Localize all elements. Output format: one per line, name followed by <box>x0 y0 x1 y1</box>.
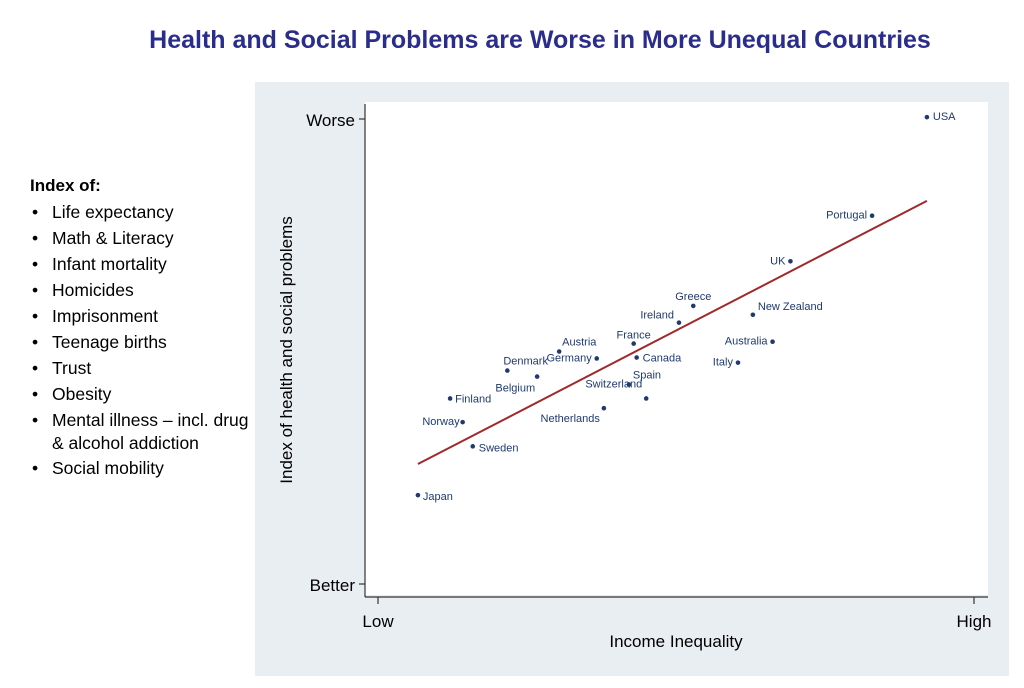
data-point-austria <box>556 349 562 354</box>
legend-item-homicides: Homicides <box>30 277 260 303</box>
y-tick-label-better: Better <box>310 576 356 595</box>
point-label-austria: Austria <box>562 337 597 349</box>
point-label-australia: Australia <box>725 336 769 348</box>
legend-item-mental-illness: Mental illness – incl. drug & alcohol ad… <box>30 407 260 455</box>
legend-item-teenage-births: Teenage births <box>30 329 260 355</box>
legend-list: Life expectancy Math & Literacy Infant m… <box>30 199 260 481</box>
data-point-usa <box>924 114 930 120</box>
legend-item-life-expectancy: Life expectancy <box>30 199 260 225</box>
data-point-norway <box>460 419 465 425</box>
x-axis-title: Income Inequality <box>609 632 743 651</box>
point-label-ireland: Ireland <box>640 310 674 322</box>
data-point-netherlands <box>601 405 607 411</box>
trendline-group <box>417 199 928 465</box>
point-label-denmark: Denmark <box>503 356 548 368</box>
point-label-norway: Norway <box>422 416 460 428</box>
legend-item-math-literacy: Math & Literacy <box>30 225 260 251</box>
data-point-japan <box>415 492 421 498</box>
y-tick-label-worse: Worse <box>306 111 355 130</box>
point-label-canada: Canada <box>643 353 682 365</box>
point-label-switzerland: Switzerland <box>585 378 642 390</box>
data-point-new-zealand <box>750 312 756 318</box>
point-label-japan: Japan <box>423 491 453 503</box>
point-label-uk: UK <box>770 255 786 267</box>
trendline <box>417 199 928 465</box>
chart-title: Health and Social Problems are Worse in … <box>149 26 931 54</box>
plot-area <box>365 102 988 595</box>
point-label-new-zealand: New Zealand <box>758 301 823 313</box>
legend-item-social-mobility: Social mobility <box>30 455 260 481</box>
data-point-spain <box>626 382 632 387</box>
point-label-portugal: Portugal <box>826 210 867 222</box>
legend-item-trust: Trust <box>30 355 260 381</box>
point-label-germany: Germany <box>546 352 592 364</box>
data-point-australia <box>770 339 775 345</box>
legend-item-imprisonment: Imprisonment <box>30 303 260 329</box>
point-label-finland: Finland <box>455 393 491 405</box>
data-point-portugal <box>869 213 875 219</box>
x-tick-label-low: Low <box>362 612 394 631</box>
point-label-belgium: Belgium <box>495 383 535 395</box>
index-legend: Index of: Life expectancy Math & Literac… <box>30 176 260 481</box>
data-point-italy <box>735 360 741 365</box>
point-label-italy: Italy <box>713 357 734 369</box>
data-point-france <box>631 341 636 346</box>
data-point-sweden <box>470 444 476 449</box>
data-point-greece <box>690 303 696 309</box>
point-label-france: France <box>617 330 651 342</box>
data-point-belgium <box>534 374 540 379</box>
point-label-usa: USA <box>933 111 956 123</box>
data-point-ireland <box>676 320 682 325</box>
point-label-spain: Spain <box>633 370 661 382</box>
data-point-canada <box>634 355 639 360</box>
x-tick-label-high: High <box>957 612 992 631</box>
point-label-sweden: Sweden <box>479 442 519 454</box>
data-point-finland <box>447 396 453 401</box>
legend-heading: Index of: <box>30 176 101 195</box>
legend-item-infant-mortality: Infant mortality <box>30 251 260 277</box>
data-point-germany <box>594 356 600 361</box>
point-label-greece: Greece <box>675 291 711 303</box>
legend-item-obesity: Obesity <box>30 381 260 407</box>
data-point-uk <box>788 258 793 264</box>
data-point-switzerland <box>643 396 649 401</box>
data-point-denmark <box>505 368 510 373</box>
y-axis-title: Index of health and social problems <box>277 216 296 483</box>
point-label-netherlands: Netherlands <box>541 413 601 425</box>
